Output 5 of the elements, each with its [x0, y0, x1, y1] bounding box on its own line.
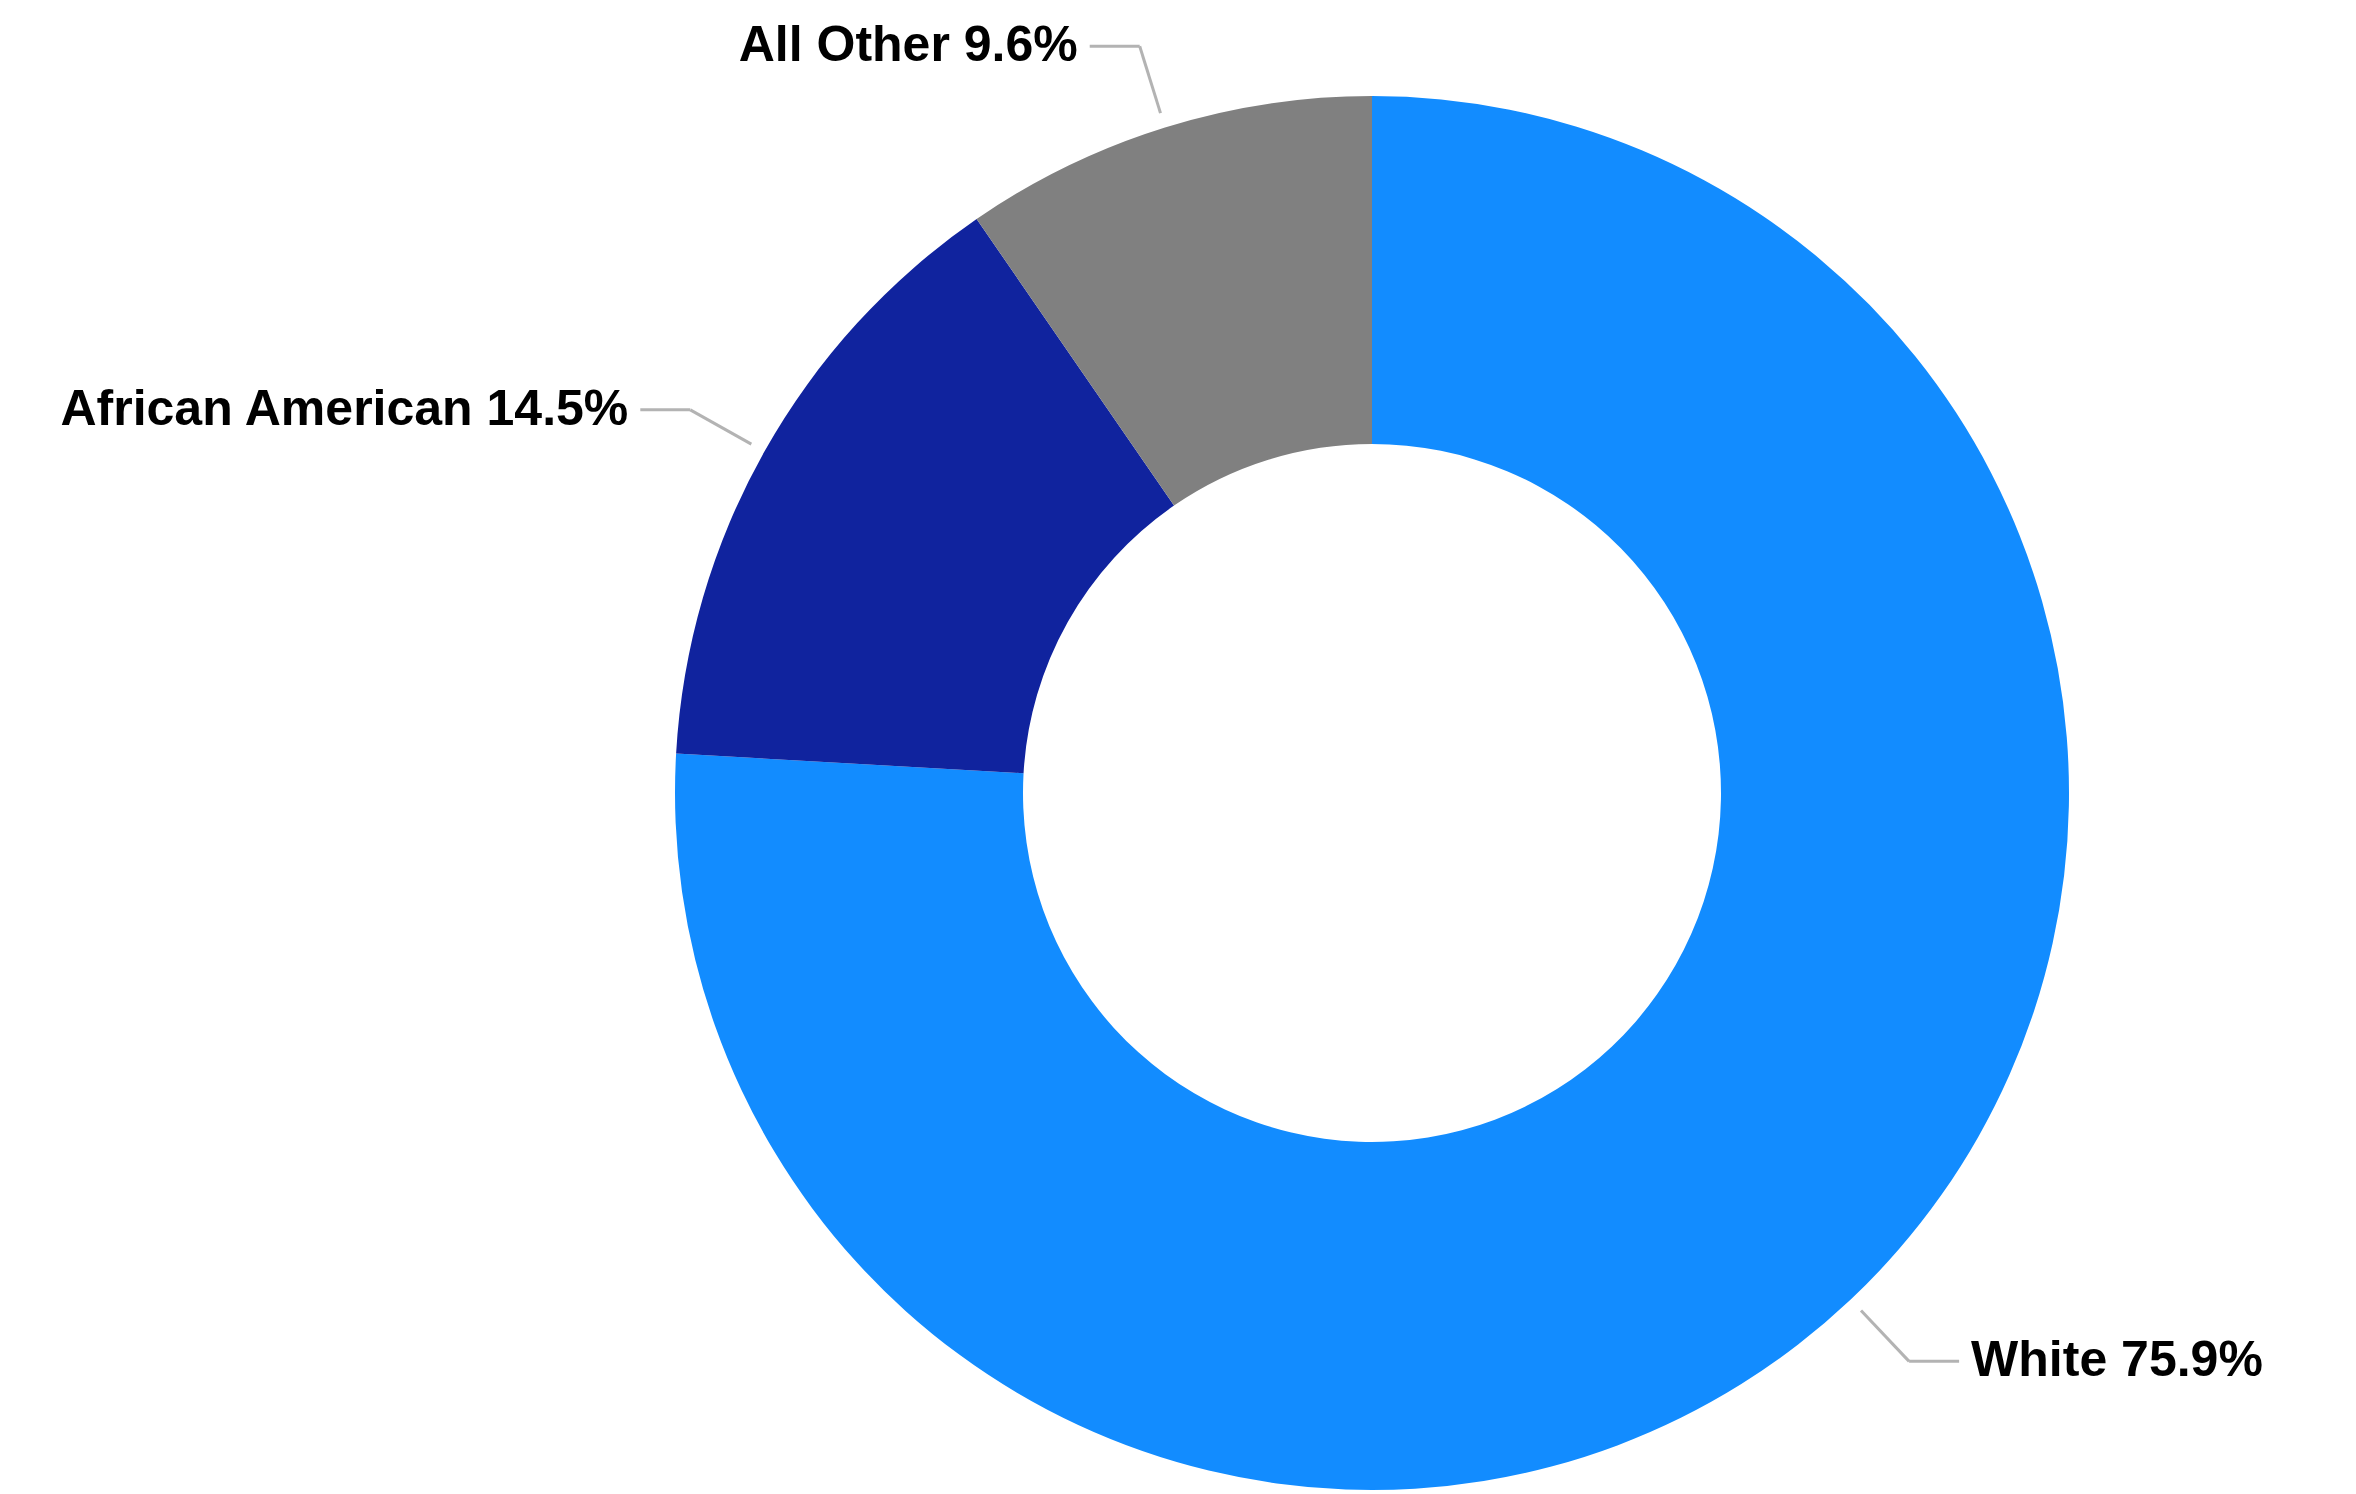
- slice-label: White 75.9%: [1971, 1331, 2263, 1388]
- slice-label: All Other 9.6%: [738, 16, 1078, 73]
- donut-slice: [976, 96, 1372, 506]
- donut-slice: [676, 219, 1175, 774]
- slice-label: African American 14.5%: [60, 379, 629, 436]
